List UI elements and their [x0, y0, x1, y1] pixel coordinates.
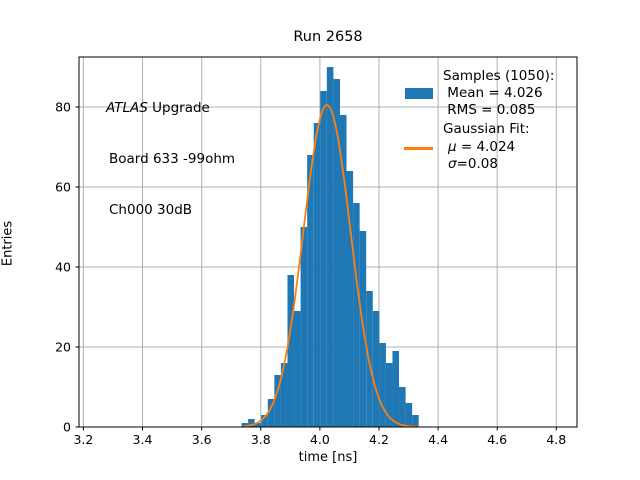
- svg-text:4.0: 4.0: [310, 432, 330, 447]
- svg-text:4.4: 4.4: [428, 432, 448, 447]
- svg-text:20: 20: [55, 340, 71, 355]
- annotation-line-3: Ch000 30dB: [109, 202, 193, 218]
- legend-fit-line-sample: [404, 147, 433, 150]
- legend-fit-header: Gaussian Fit:: [443, 121, 530, 137]
- svg-text:4.6: 4.6: [487, 432, 507, 447]
- svg-text:3.2: 3.2: [73, 432, 93, 447]
- legend-mean-value: Mean = 4.026: [443, 85, 543, 101]
- svg-text:3.6: 3.6: [192, 432, 212, 447]
- svg-text:0: 0: [63, 420, 71, 435]
- svg-text:80: 80: [55, 100, 71, 115]
- svg-text:40: 40: [55, 260, 71, 275]
- annotation-line-1: ATLAS Upgrade: [106, 100, 210, 116]
- annotation-line-2: Board 633 -99ohm: [109, 151, 236, 167]
- plot-annotation: ATLAS Upgrade Board 633 -99ohm Ch000 30d…: [106, 66, 235, 253]
- legend-sigma-value: σ=0.08: [448, 156, 498, 172]
- svg-text:3.8: 3.8: [251, 432, 271, 447]
- sigma-symbol: σ: [448, 156, 457, 172]
- chart-title: Run 2658: [293, 29, 363, 45]
- svg-text:3.4: 3.4: [133, 432, 153, 447]
- legend-samples-swatch: [405, 88, 433, 99]
- legend-mu-value: μ = 4.024: [448, 139, 516, 155]
- svg-text:4.2: 4.2: [369, 432, 389, 447]
- legend-rms-value: RMS = 0.085: [443, 102, 536, 118]
- y-axis-label: Entries: [0, 220, 16, 267]
- legend-samples-header: Samples (1050):: [443, 68, 555, 84]
- x-axis-label: time [ns]: [298, 450, 358, 465]
- svg-text:60: 60: [55, 180, 71, 195]
- mu-symbol: μ: [448, 139, 457, 155]
- atlas-label: ATLAS: [106, 100, 148, 116]
- svg-text:4.8: 4.8: [546, 432, 566, 447]
